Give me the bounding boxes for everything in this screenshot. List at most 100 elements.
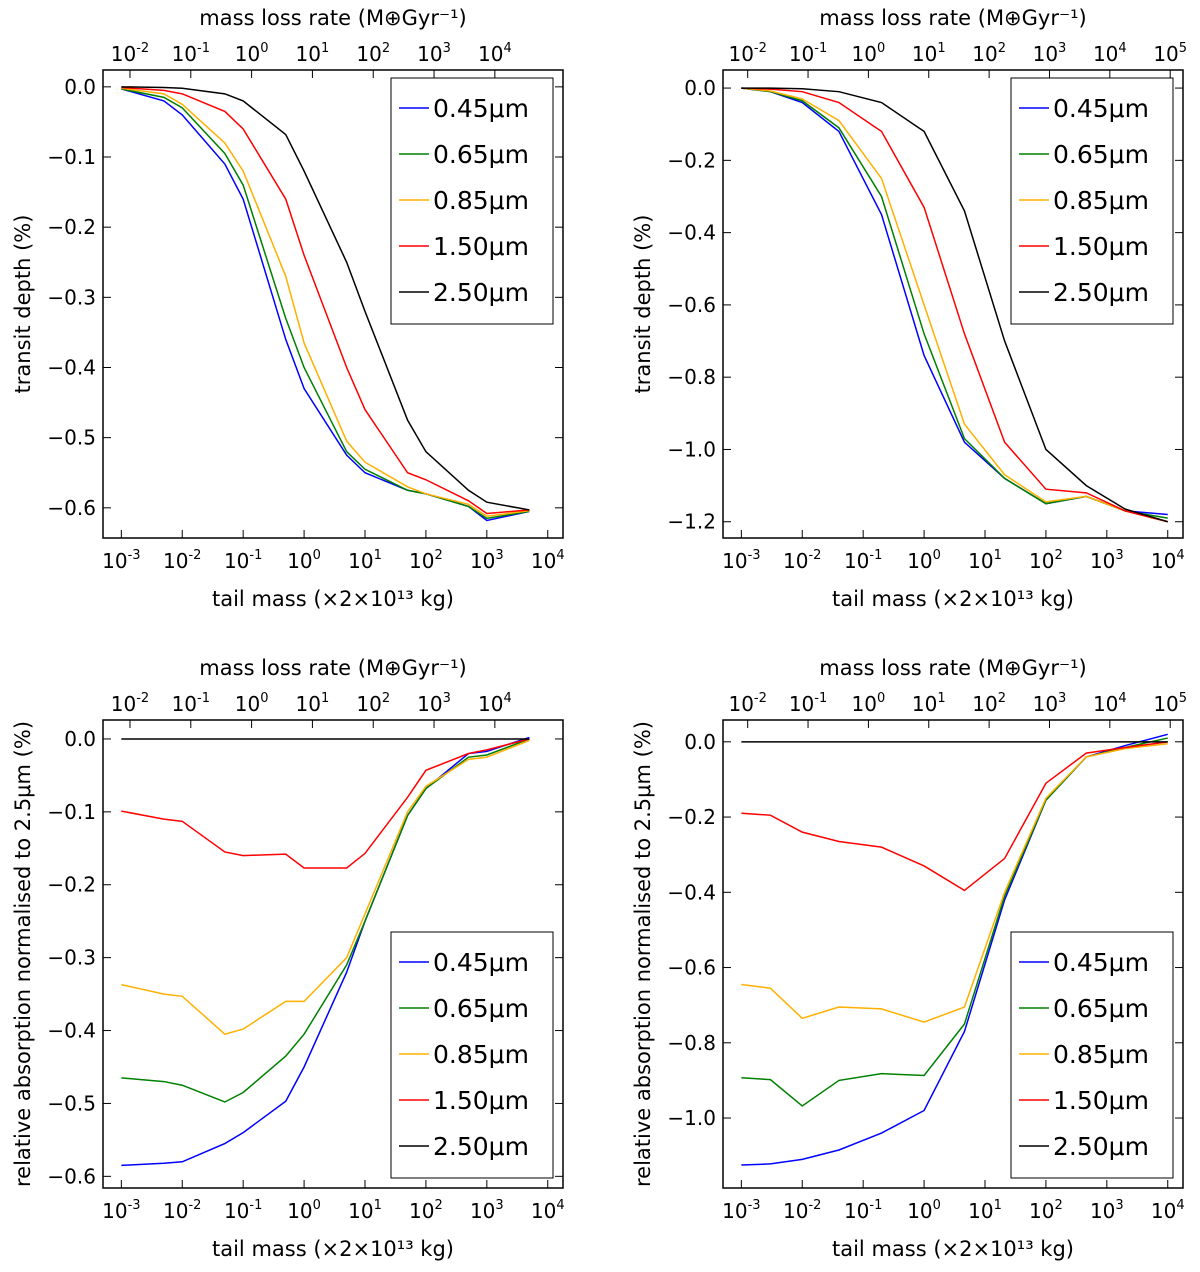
y-tick-label: −0.8 <box>667 365 716 389</box>
tick-exponent: -1 <box>814 41 827 56</box>
tick-base: 10 <box>789 692 814 716</box>
legend-label: 0.85μm <box>433 186 529 215</box>
x2-tick-label: 100 <box>852 691 886 716</box>
tick-exponent: 0 <box>933 1198 941 1213</box>
tick-base: 10 <box>722 549 747 573</box>
tick-exponent: -3 <box>748 548 761 563</box>
x-axis-label: tail mass (×2×10¹³ kg) <box>832 1237 1074 1261</box>
tick-base: 10 <box>356 692 381 716</box>
axes-frame <box>102 719 564 1189</box>
tick-base: 10 <box>224 549 249 573</box>
legend-label: 0.45μm <box>433 94 529 123</box>
x-tick-label: 10-3 <box>722 548 760 573</box>
tick-exponent: 3 <box>1058 41 1066 56</box>
x2-tick-label: 101 <box>296 41 330 66</box>
tick-base: 10 <box>968 549 993 573</box>
tick-exponent: 2 <box>998 41 1006 56</box>
x2-tick-label: 10-2 <box>728 41 766 66</box>
x2-tick-label: 102 <box>356 691 390 716</box>
x2-tick-label: 101 <box>912 41 946 66</box>
tick-base: 10 <box>348 549 373 573</box>
x2-tick-label: 10-1 <box>172 691 210 716</box>
tick-base: 10 <box>968 1199 993 1223</box>
tick-exponent: 2 <box>998 691 1006 706</box>
tick-base: 10 <box>531 1199 556 1223</box>
y-tick-label: −0.3 <box>47 946 96 970</box>
legend-label: 0.45μm <box>1053 94 1149 123</box>
legend-label: 2.50μm <box>1053 278 1149 307</box>
x2-tick-label: 103 <box>1033 41 1067 66</box>
tick-exponent: 3 <box>1115 548 1123 563</box>
tick-base: 10 <box>1029 549 1054 573</box>
x-tick-label: 10-3 <box>102 548 140 573</box>
x-tick-label: 102 <box>1029 548 1063 573</box>
tick-base: 10 <box>912 42 937 66</box>
tick-base: 10 <box>163 549 188 573</box>
tick-base: 10 <box>907 549 932 573</box>
x2-tick-label: 102 <box>972 41 1006 66</box>
legend-label: 0.65μm <box>433 140 529 169</box>
tick-base: 10 <box>172 692 197 716</box>
x2-axis-label: mass loss rate (M⊕Gyr⁻¹) <box>819 6 1086 30</box>
y-axis-label: transit depth (%) <box>11 215 35 394</box>
tick-exponent: 3 <box>443 691 451 706</box>
tick-exponent: 1 <box>937 691 945 706</box>
legend-label: 0.85μm <box>1053 186 1149 215</box>
tick-exponent: 1 <box>374 548 382 563</box>
legend-frame <box>390 77 554 325</box>
tick-base: 10 <box>235 692 260 716</box>
x-tick-label: 102 <box>1029 1198 1063 1223</box>
axes-frame <box>722 69 1184 539</box>
x2-tick-label: 104 <box>1093 691 1127 716</box>
tick-exponent: -2 <box>808 548 821 563</box>
tick-exponent: 4 <box>1176 548 1184 563</box>
tick-base: 10 <box>478 692 503 716</box>
y-tick-label: 0.0 <box>684 730 716 754</box>
y-tick-label: −0.6 <box>47 1164 96 1188</box>
tick-base: 10 <box>1033 692 1058 716</box>
x2-tick-label: 10-1 <box>789 691 827 716</box>
tick-exponent: 5 <box>1179 691 1187 706</box>
tick-base: 10 <box>296 42 321 66</box>
tick-exponent: 4 <box>1118 41 1126 56</box>
tick-base: 10 <box>531 549 556 573</box>
x2-tick-label: 104 <box>1093 41 1127 66</box>
x2-tick-label: 105 <box>1153 41 1187 66</box>
x-axis-label: tail mass (×2×10¹³ kg) <box>832 587 1074 611</box>
tick-exponent: 4 <box>1118 691 1126 706</box>
tick-base: 10 <box>789 42 814 66</box>
tick-exponent: 0 <box>877 691 885 706</box>
tick-base: 10 <box>783 549 808 573</box>
y-tick-label: −0.1 <box>47 145 96 169</box>
x-tick-label: 100 <box>907 1198 941 1223</box>
tick-base: 10 <box>409 1199 434 1223</box>
y-tick-label: −0.5 <box>47 426 96 450</box>
y-axis-label: relative absorption normalised to 2.5μm … <box>11 721 35 1187</box>
x-tick-label: 103 <box>1090 1198 1124 1223</box>
tick-exponent: 3 <box>1058 691 1066 706</box>
y-tick-label: −0.6 <box>667 956 716 980</box>
tick-exponent: 2 <box>1055 548 1063 563</box>
legend-label: 0.85μm <box>1053 1040 1149 1069</box>
tick-exponent: -2 <box>136 691 149 706</box>
series-line <box>121 86 530 515</box>
x2-tick-label: 10-2 <box>111 41 149 66</box>
y-tick-label: −0.4 <box>47 1019 96 1043</box>
tick-base: 10 <box>844 1199 869 1223</box>
legend-label: 0.65μm <box>1053 140 1149 169</box>
tick-base: 10 <box>844 549 869 573</box>
x2-axis-label: mass loss rate (M⊕Gyr⁻¹) <box>199 6 466 30</box>
x-tick-label: 104 <box>531 1198 565 1223</box>
tick-base: 10 <box>235 42 260 66</box>
axes-frame <box>102 69 564 539</box>
x2-tick-label: 100 <box>235 41 269 66</box>
tick-base: 10 <box>728 692 753 716</box>
y-tick-label: −1.0 <box>667 1106 716 1130</box>
y-tick-label: −0.8 <box>667 1031 716 1055</box>
tick-exponent: 0 <box>877 41 885 56</box>
series-line <box>741 741 1168 892</box>
y-tick-label: −0.6 <box>47 496 96 520</box>
tick-base: 10 <box>296 692 321 716</box>
x2-tick-label: 104 <box>478 41 512 66</box>
tick-exponent: 0 <box>313 548 321 563</box>
